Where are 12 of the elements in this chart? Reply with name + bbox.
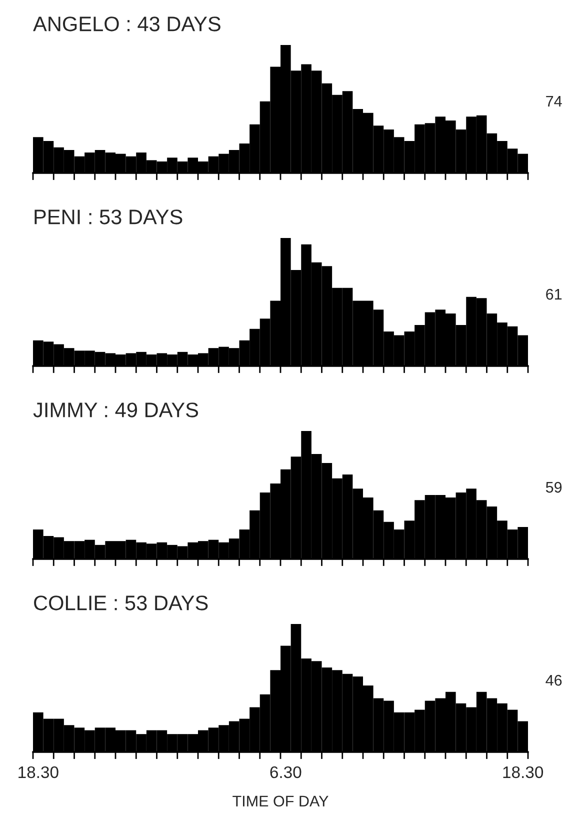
chart-title: PENI : 53 DAYS: [34, 210, 182, 224]
text: 61: [546, 288, 562, 300]
chart-title: COLLIE : 53 DAYS: [34, 596, 208, 610]
text: 46: [546, 674, 562, 686]
chart-title: JIMMY : 49 DAYS: [33, 402, 198, 418]
text: 74: [546, 96, 562, 107]
x-axis-title: TIME OF DAY: [232, 796, 328, 807]
x-tick-label: 18.30: [503, 766, 544, 778]
chart-title: ANGELO : 43 DAYS: [33, 16, 220, 32]
x-tick-label: 6.30: [270, 766, 302, 778]
text: 59: [546, 482, 562, 493]
x-tick-label: 18.30: [18, 766, 58, 778]
